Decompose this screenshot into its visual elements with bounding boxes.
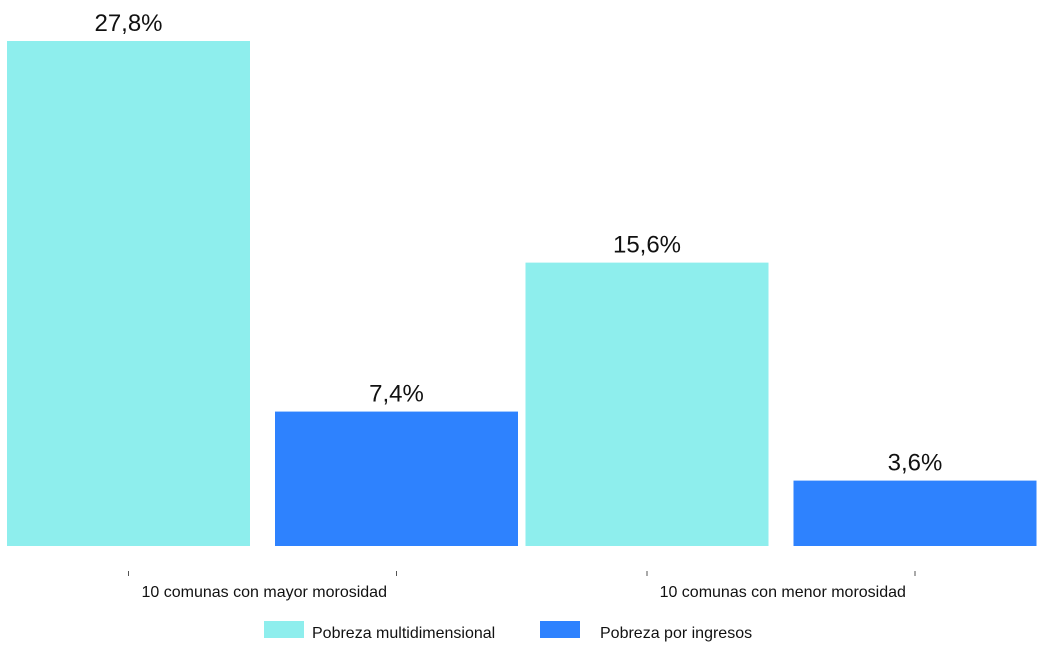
- legend: Pobreza multidimensional Pobreza por ingr…: [264, 621, 752, 642]
- legend-item-pobreza-multidimensional: Pobreza multidimensional: [264, 621, 495, 642]
- data-labels-layer: 27,8% 7,4% 15,6% 3,6%: [94, 10, 942, 477]
- legend-item-pobreza-por-ingresos: Pobreza por ingresos: [540, 621, 752, 642]
- bars-layer: [7, 41, 1037, 546]
- legend-swatch: [264, 621, 304, 638]
- legend-label: Pobreza multidimensional: [312, 625, 495, 642]
- bar-pobreza-por-ingresos-1: [275, 411, 518, 546]
- category-label: 10 comunas con menor morosidad: [660, 584, 906, 601]
- category-label: 10 comunas con mayor morosidad: [142, 584, 387, 601]
- bar-pobreza-por-ingresos-2: [793, 480, 1037, 546]
- bar-pobreza-multidimensional-1: [7, 41, 250, 546]
- data-label: 15,6%: [613, 232, 681, 259]
- data-label: 3,6%: [888, 450, 943, 477]
- legend-label: Pobreza por ingresos: [600, 625, 752, 642]
- data-label: 27,8%: [94, 10, 162, 37]
- bar-pobreza-multidimensional-2: [525, 262, 769, 546]
- x-axis: 10 comunas con mayor morosidad 10 comunas…: [128, 571, 916, 601]
- legend-swatch: [540, 621, 580, 638]
- data-label: 7,4%: [369, 381, 424, 408]
